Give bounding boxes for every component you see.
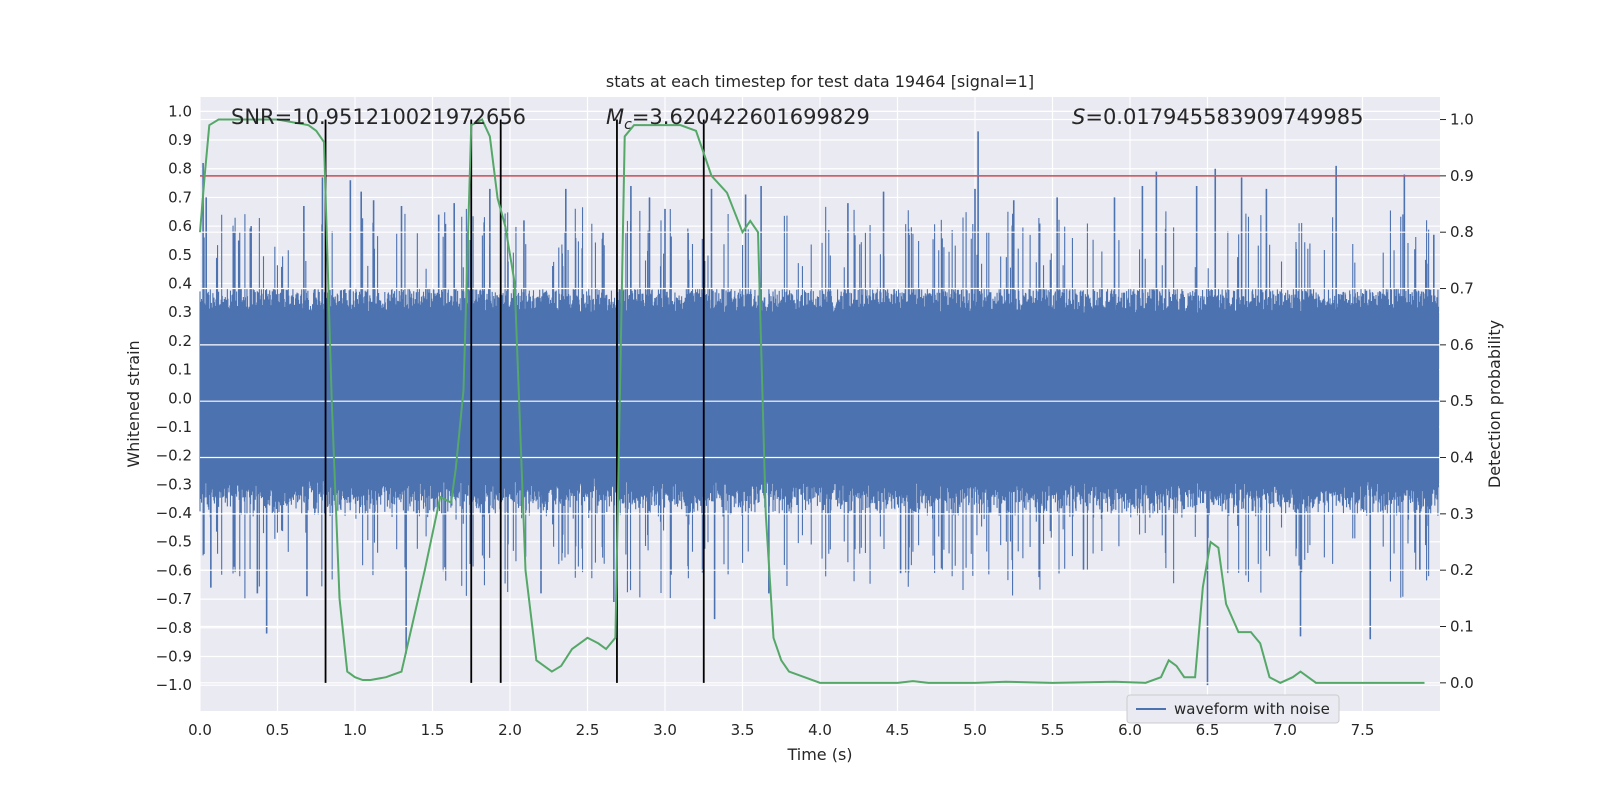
y-tick-label: 0.3 (168, 303, 192, 321)
x-axis-label: Time (s) (786, 745, 852, 764)
y2-tick-label: 0.1 (1450, 618, 1474, 636)
y-tick-label: 0.5 (168, 246, 192, 264)
x-tick-label: 7.5 (1351, 721, 1375, 739)
y-tick-label: 0.1 (168, 361, 192, 379)
x-tick-label: 3.5 (731, 721, 755, 739)
y-tick-label: 0.4 (168, 274, 192, 292)
chart-title: stats at each timestep for test data 194… (606, 72, 1034, 91)
y2-tick-label: 0.3 (1450, 505, 1474, 523)
legend-box (1126, 694, 1340, 724)
y-tick-label: 0.9 (168, 131, 192, 149)
x-tick-label: 5.0 (963, 721, 987, 739)
y-tick-label: −0.8 (156, 619, 192, 637)
legend-entry-waveform: waveform with noise (1174, 700, 1330, 718)
y-axis-label: Whitened strain (124, 340, 143, 467)
x-tick-label: 4.5 (886, 721, 910, 739)
y-tick-label: 1.0 (168, 102, 192, 120)
x-tick-label: 6.0 (1118, 721, 1142, 739)
y2-tick-label: 0.0 (1450, 674, 1474, 692)
y-tick-label: −0.7 (156, 590, 192, 608)
y2-tick-label: 0.5 (1450, 392, 1474, 410)
y2-tick-label: 0.9 (1450, 167, 1474, 185)
snr-label: SNR (231, 105, 275, 129)
x-tick-label: 2.5 (576, 721, 600, 739)
y-tick-label: −0.2 (156, 447, 192, 465)
chirp-mass-annotation: Mc=3.620422601699829 (606, 105, 870, 133)
chirp-mass-value: =3.620422601699829 (632, 105, 870, 129)
s-value: =0.017945583909749985 (1085, 105, 1363, 129)
x-tick-label: 3.0 (653, 721, 677, 739)
y-tick-label: 0.2 (168, 332, 192, 350)
y-tick-label: −0.9 (156, 647, 192, 665)
probability-series (199, 118, 1425, 684)
chirp-mass-subscript: c (624, 117, 632, 133)
snr-value: =10.951210021972656 (275, 105, 526, 129)
y-tick-label: 0.7 (168, 188, 192, 206)
x-tick-label: 1.0 (343, 721, 367, 739)
y-tick-label: −0.1 (156, 418, 192, 436)
y-tick-label: 0.8 (168, 160, 192, 178)
y2-tick-label: 0.6 (1450, 336, 1474, 354)
s-label: S (1072, 105, 1085, 129)
y2-tick-label: 0.2 (1450, 561, 1474, 579)
grid-overlay (200, 118, 1440, 684)
y-axis-right-label: Detection probability (1485, 320, 1504, 488)
y-tick-label: −0.4 (156, 504, 192, 522)
y2-tick-label: 1.0 (1450, 111, 1474, 129)
y2-tick-label: 0.8 (1450, 223, 1474, 241)
chirp-mass-symbol: M (606, 105, 624, 129)
x-tick-label: 2.0 (498, 721, 522, 739)
legend: waveform with noise (1126, 694, 1340, 724)
x-tick-label: 1.5 (421, 721, 445, 739)
x-tick-label: 6.5 (1196, 721, 1220, 739)
y-tick-label: 0.0 (168, 389, 192, 407)
y2-tick-label: 0.7 (1450, 280, 1474, 298)
y-tick-label: −0.3 (156, 475, 192, 493)
x-tick-label: 5.5 (1041, 721, 1065, 739)
y-axis-right: 1.0 0.9 0.8 0.7 0.6 0.5 0.4 0.3 0.2 0.1 0.0 (1440, 111, 1474, 692)
y-tick-label: 0.6 (168, 217, 192, 235)
y-tick-label: −0.5 (156, 533, 192, 551)
x-tick-label: 0.5 (266, 721, 290, 739)
y2-tick-label: 0.4 (1450, 449, 1474, 467)
x-tick-label: 7.0 (1273, 721, 1297, 739)
y-axis-left: 1.0 0.9 0.8 0.7 0.6 0.5 0.4 0.3 0.2 0.1 0.0 −0.1 −0.… (156, 102, 192, 694)
y-tick-label: −0.6 (156, 561, 192, 579)
s-annotation: S=0.017945583909749985 (1072, 105, 1363, 129)
y-tick-label: −1.0 (156, 676, 192, 694)
x-tick-label: 0.0 (188, 721, 212, 739)
probability-line (199, 118, 1425, 684)
snr-annotation: SNR=10.951210021972656 (231, 105, 526, 129)
x-axis: 0.0 0.5 1.0 1.5 2.0 2.5 3.0 3.5 4.0 4.5 5.0 5.5 6.0 6… (188, 721, 1374, 739)
x-tick-label: 4.0 (808, 721, 832, 739)
